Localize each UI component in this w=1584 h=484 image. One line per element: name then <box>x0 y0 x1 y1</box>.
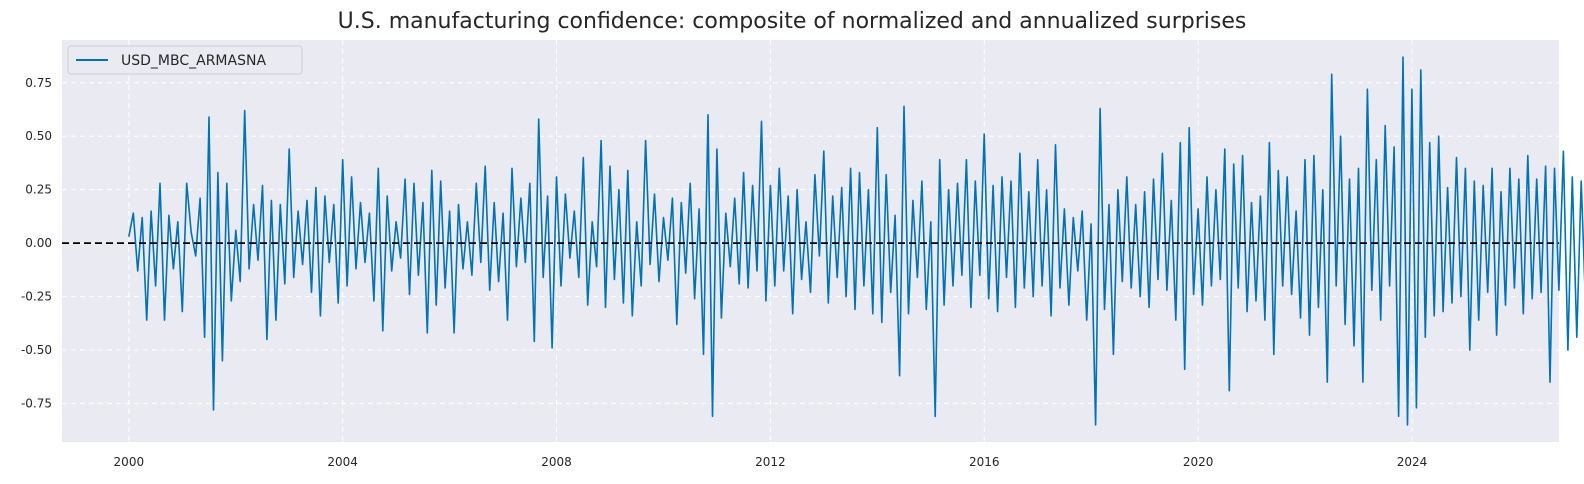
x-axis: 2000 2004 2008 2012 2016 2020 2024 <box>114 455 1428 469</box>
x-tick-label: 2004 <box>327 455 358 469</box>
y-tick-label: -0.25 <box>21 290 52 304</box>
x-tick-label: 2024 <box>1397 455 1428 469</box>
legend[interactable]: USD_MBC_ARMASNA <box>67 45 303 75</box>
legend-label: USD_MBC_ARMASNA <box>121 53 266 69</box>
chart-title: U.S. manufacturing confidence: composite… <box>338 9 1247 34</box>
y-tick-label: 0.00 <box>25 236 52 250</box>
x-tick-label: 2000 <box>114 455 145 469</box>
x-tick-label: 2008 <box>541 455 572 469</box>
x-tick-label: 2020 <box>1183 455 1214 469</box>
x-tick-label: 2016 <box>969 455 1000 469</box>
y-tick-label: 0.75 <box>25 76 52 90</box>
series-line <box>128 56 1584 426</box>
y-tick-label: -0.75 <box>21 397 52 411</box>
y-tick-label: 0.25 <box>25 183 52 197</box>
y-tick-label: -0.50 <box>21 343 52 357</box>
y-axis: -0.75 -0.50 -0.25 0.00 0.25 0.50 0.75 <box>21 76 52 411</box>
x-tick-label: 2012 <box>755 455 786 469</box>
grid-lines <box>62 40 1559 442</box>
series-layer <box>128 56 1584 426</box>
legend-box <box>67 45 303 75</box>
y-tick-label: 0.50 <box>25 129 52 143</box>
plot-area <box>62 40 1559 442</box>
